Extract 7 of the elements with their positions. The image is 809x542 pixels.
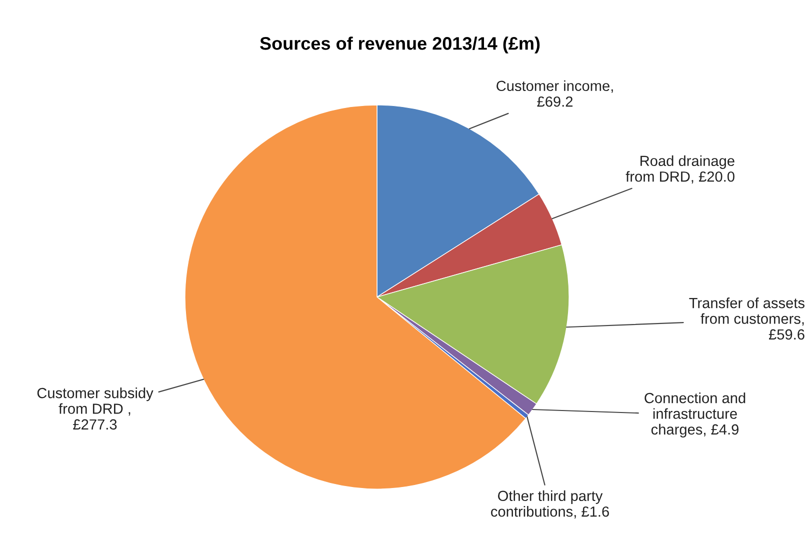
- slice-label: Transfer of assets from customers, £59.6: [689, 298, 804, 340]
- chart-title: Sources of revenue 2013/14 (£m): [260, 36, 540, 54]
- slice-label: Other third party contributions, £1.6: [491, 490, 609, 518]
- slice-label: Customer income, £69.2: [496, 80, 613, 107]
- slice-label: Connection and infrastructure charges, £4.9: [644, 392, 746, 438]
- slice-label: Road drainage from DRD, £20.0: [626, 155, 734, 184]
- slice-label: Customer subsidy from DRD , £277.3: [37, 387, 154, 430]
